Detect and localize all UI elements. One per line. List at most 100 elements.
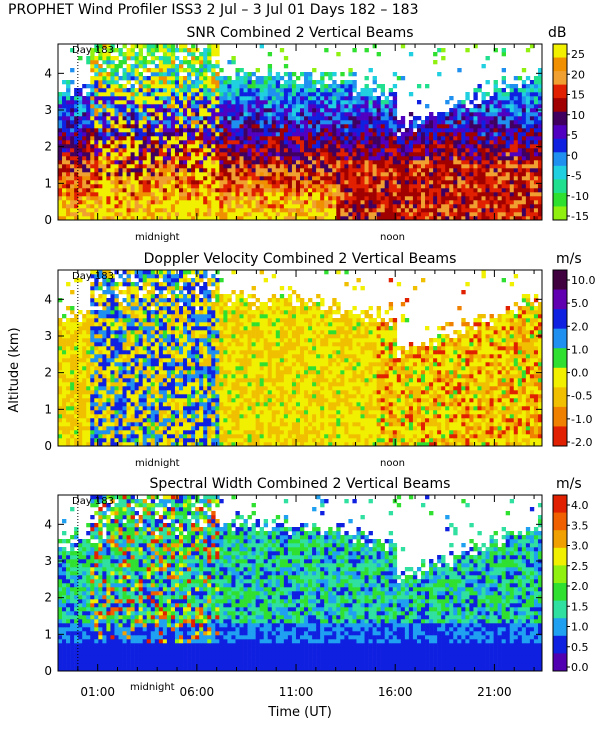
heatmap-cell [384, 184, 390, 189]
heatmap-cell [74, 188, 79, 193]
heatmap-cell [263, 104, 269, 109]
heatmap-cell [82, 394, 87, 399]
heatmap-cell [110, 100, 115, 105]
heatmap-cell [102, 338, 107, 343]
heatmap-cell [66, 390, 71, 395]
heatmap-cell [114, 84, 119, 89]
heatmap-cell [316, 196, 321, 201]
heatmap-cell [312, 88, 317, 93]
heatmap-cell [380, 148, 385, 153]
heatmap-cell [501, 196, 506, 201]
heatmap-cell [130, 112, 135, 117]
heatmap-cell [328, 172, 333, 177]
heatmap-cell [223, 148, 228, 153]
heatmap-cell [90, 390, 95, 395]
heatmap-cell [332, 148, 337, 153]
heatmap-cell [154, 124, 160, 129]
heatmap-cell [501, 80, 506, 85]
heatmap-cell [227, 156, 232, 161]
heatmap-cell [364, 88, 369, 93]
heatmap-cell [86, 442, 91, 447]
heatmap-cell [380, 156, 385, 161]
heatmap-cell [332, 132, 337, 137]
heatmap-cell [509, 164, 515, 169]
heatmap-cell [158, 120, 164, 125]
heatmap-cell [170, 44, 176, 49]
heatmap-cell [118, 184, 123, 189]
heatmap-cell [251, 124, 256, 129]
heatmap-cell [324, 180, 329, 185]
heatmap-cell [259, 204, 264, 209]
heatmap-cell [170, 192, 176, 197]
heatmap-cell [110, 64, 115, 69]
heatmap-cell [473, 196, 478, 201]
heatmap-cell [291, 216, 297, 221]
heatmap-cell [275, 72, 281, 77]
heatmap-cell [364, 152, 369, 157]
heatmap-cell [130, 84, 135, 89]
heatmap-cell [98, 104, 103, 109]
heatmap-cell [102, 144, 107, 149]
heatmap-cell [110, 410, 115, 415]
heatmap-cell [537, 68, 543, 73]
heatmap-cell [187, 204, 192, 209]
heatmap-cell [74, 208, 79, 213]
heatmap-cell [211, 168, 216, 173]
heatmap-cell [291, 92, 297, 97]
heatmap-cell [90, 152, 95, 157]
heatmap-cell [449, 200, 454, 205]
heatmap-cell [114, 338, 119, 343]
heatmap-cell [332, 204, 337, 209]
heatmap-cell [324, 124, 329, 129]
heatmap-cell [94, 298, 99, 303]
heatmap-cell [102, 44, 107, 49]
heatmap-cell [203, 88, 208, 93]
heatmap-cell [174, 188, 180, 193]
heatmap-cell [207, 88, 212, 93]
heatmap-cell [98, 132, 103, 137]
heatmap-cell [231, 168, 236, 173]
heatmap-cell [533, 76, 539, 81]
heatmap-cell [441, 56, 446, 61]
heatmap-cell [114, 48, 119, 53]
heatmap-cell [287, 84, 293, 89]
heatmap-cell [58, 374, 63, 379]
heatmap-cell [421, 204, 426, 209]
heatmap-cell [392, 196, 398, 201]
heatmap-cell [295, 108, 301, 113]
heatmap-cell [239, 84, 244, 89]
heatmap-cell [320, 72, 325, 77]
heatmap-cell [473, 132, 478, 137]
heatmap-cell [259, 136, 264, 141]
heatmap-cell [368, 184, 373, 189]
heatmap-cell [445, 164, 450, 169]
heatmap-cell [158, 196, 164, 201]
heatmap-cell [195, 72, 200, 77]
heatmap-cell [70, 140, 75, 145]
heatmap-cell [279, 128, 285, 133]
heatmap-cell [150, 52, 156, 57]
heatmap-cell [98, 136, 103, 141]
heatmap-cell [384, 108, 390, 113]
heatmap-cell [98, 156, 103, 161]
heatmap-cell [170, 76, 176, 81]
heatmap-cell [110, 442, 115, 447]
heatmap-cell [537, 100, 543, 105]
heatmap-cell [118, 92, 123, 97]
heatmap-cell [372, 196, 377, 201]
heatmap-cell [425, 172, 430, 177]
heatmap-cell [62, 378, 67, 383]
heatmap-cell [481, 140, 486, 145]
heatmap-cell [263, 156, 269, 161]
heatmap-cell [525, 204, 531, 209]
heatmap-cell [481, 212, 486, 217]
heatmap-cell [138, 52, 143, 57]
heatmap-cell [154, 64, 160, 69]
heatmap-cell [457, 140, 462, 145]
heatmap-cell [134, 200, 139, 205]
heatmap-cell [352, 144, 357, 149]
heatmap-cell [251, 72, 256, 77]
heatmap-cell [191, 96, 196, 101]
heatmap-cell [106, 442, 111, 447]
heatmap-cell [320, 108, 325, 113]
